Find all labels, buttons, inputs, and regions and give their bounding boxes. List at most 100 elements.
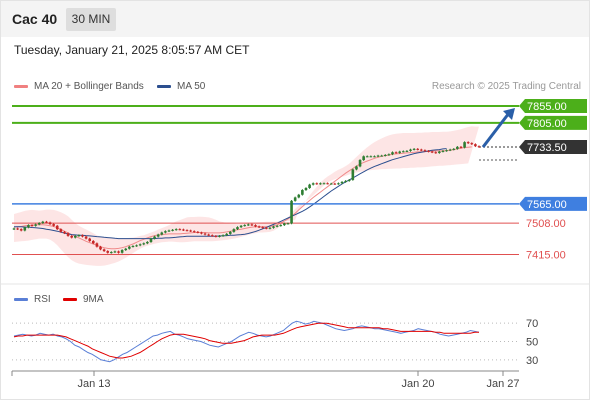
candle-body [344,180,347,182]
candle-body [290,200,293,224]
candle-body [77,235,81,237]
candle-body [319,183,322,185]
candle-body [365,156,369,158]
candle-body [261,227,265,229]
candle-body [247,224,250,226]
candle-body [113,251,117,253]
candle-body [402,151,405,153]
candle-body [153,236,156,239]
candle-body [156,234,160,237]
candle-body [448,149,452,151]
candle-body [355,166,358,170]
candle-body [279,225,283,227]
candle-body [452,148,456,150]
candle-body [380,155,383,157]
candle-body [286,223,290,225]
candle-body [351,169,355,180]
candle-body [160,232,164,235]
candle-body [73,235,77,238]
legend-rsi: RSI [14,294,51,305]
candle-body [409,149,412,151]
candle-body [63,231,66,234]
candle-body [131,246,135,248]
candle-body [52,224,55,226]
candle-body [391,152,394,155]
level-tag-7855.00 [519,99,587,114]
candle-body [438,151,441,153]
level-tag-text-7805.00: 7805.00 [527,118,567,130]
candle-body [185,230,189,232]
candle-body [308,184,311,189]
candle-body [19,229,23,231]
candle-body [362,156,365,161]
legend-rsi-ma-swatch [63,297,77,301]
candle-body [243,225,246,227]
candle-body [81,235,84,237]
candle-body [106,251,110,253]
candle-body [250,224,254,226]
x-tick-label: Jan 27 [486,378,519,390]
candle-body [196,231,200,233]
candle-body [456,146,459,149]
candle-body [66,233,70,236]
legend-rsi-swatch [14,297,28,301]
bollinger-middle-line [13,146,472,250]
candle-body [34,224,37,226]
candle-body [182,229,185,231]
level-tag-7565.00 [519,196,587,211]
timeframe-button[interactable]: 30 MIN [66,8,116,31]
candle-body [434,152,438,154]
candle-body [92,240,95,244]
legend-rsi-label: RSI [34,294,51,305]
timestamp: Tuesday, January 21, 2025 8:05:57 AM CET [14,43,250,57]
candle-body [268,227,272,229]
candle-body [297,194,301,198]
x-tick-label: Jan 20 [401,378,434,390]
candle-body [37,223,41,225]
candle-body [41,221,45,224]
research-credit: Research © 2025 Trading Central [431,81,581,92]
candle-body [315,183,319,185]
candle-body [200,232,203,234]
candle-body [257,226,261,228]
candle-body [12,228,16,230]
candle-body [275,225,279,227]
bollinger-band-area [14,126,479,266]
candle-body [398,151,401,153]
candle-body [30,225,34,227]
candle-body [412,148,416,150]
candle-body [45,221,48,223]
rsi-ma-line [13,322,479,359]
level-tag-text-7565.00: 7565.00 [527,199,567,211]
candle-body [117,251,120,253]
candle-body [124,248,128,251]
candle-body [88,238,91,241]
candle-body [474,144,477,147]
candle-body [373,156,376,158]
level-tag-text-7733.50: 7733.50 [527,142,567,154]
candle-body [358,160,362,167]
candle-body [441,150,445,152]
candle-body [283,223,286,226]
candle-body [466,142,470,144]
candle-body [84,236,88,239]
candle-body [304,188,308,191]
candle-body [221,235,225,237]
candle-body [174,229,178,231]
candle-body [149,238,153,242]
candle-body [405,150,409,152]
candle-body [337,183,340,185]
candle-body [167,230,171,232]
candle-body [138,244,142,246]
candle-body [477,146,481,148]
candle-body [463,142,466,148]
candle-body [293,197,297,201]
candle-body [120,250,124,253]
forecast-arrow-head [503,108,515,121]
candle-body [203,233,207,235]
rsi-tick-label-70: 70 [526,318,538,330]
x-tick-label: Jan 13 [77,378,110,390]
candle-body [135,245,138,247]
candle-body [70,235,73,238]
